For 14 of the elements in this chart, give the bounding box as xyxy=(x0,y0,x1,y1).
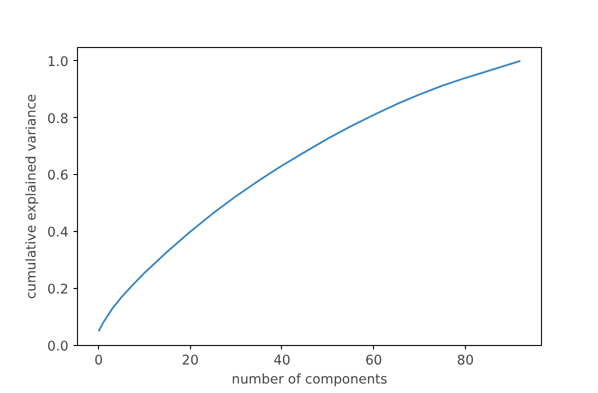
x-tick-label: 20 xyxy=(182,354,199,368)
y-tick-label: 0.6 xyxy=(47,168,69,184)
y-tick-label: 0.4 xyxy=(47,226,69,241)
x-tick-label: 0 xyxy=(94,354,103,368)
line-series xyxy=(98,60,522,332)
y-tick-label: 0.8 xyxy=(47,112,69,127)
y-tick-label: 1.0 xyxy=(47,54,69,70)
x-axis-title: number of components xyxy=(232,372,388,388)
y-tick-label: 0.0 xyxy=(47,340,69,354)
y-tick-label: 0.2 xyxy=(47,282,69,298)
x-tick-label: 40 xyxy=(274,354,290,368)
y-axis-title: cumulative explained variance xyxy=(24,94,40,299)
x-tick-label: 60 xyxy=(365,354,382,368)
x-tick-label: 80 xyxy=(456,354,474,368)
